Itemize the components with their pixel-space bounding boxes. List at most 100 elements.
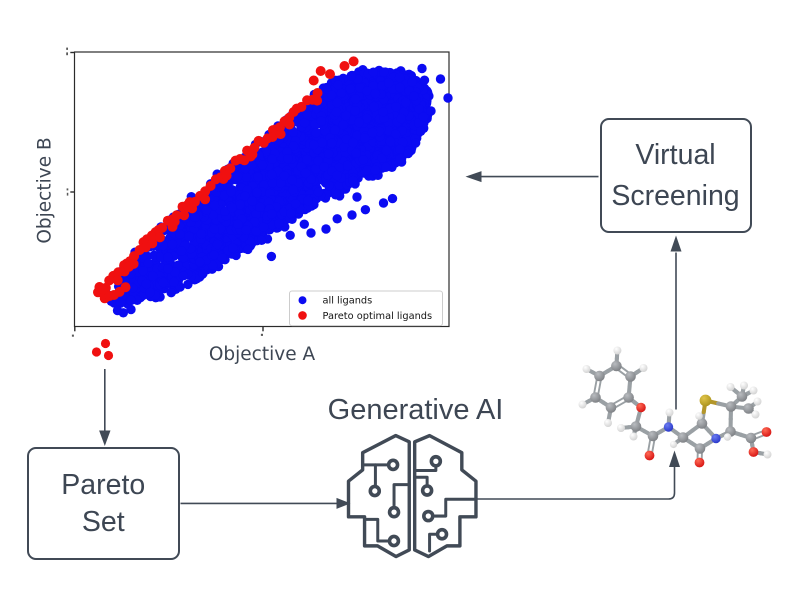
scatter-point-all (235, 199, 245, 210)
pareto-set-label: Pareto Set (61, 469, 146, 538)
brain-circuit-traces (362, 463, 478, 553)
scatter-point-all (354, 117, 364, 128)
scatter-points (93, 56, 453, 318)
scatter-point-all (158, 240, 168, 251)
pareto-set-node[interactable]: Pareto Set (26, 447, 180, 560)
scatter-point-all (360, 205, 371, 215)
scatter-point-all (201, 205, 212, 215)
scatter-point-all (323, 149, 334, 159)
atom-C (696, 418, 708, 429)
atom-O (694, 457, 705, 468)
scatter-point-all (115, 298, 126, 308)
brain-left-hemisphere (346, 433, 411, 559)
scatter-point-pareto (187, 203, 198, 214)
brain-circuit-nodes (368, 454, 449, 548)
scatter-point-all (403, 148, 413, 159)
scatter-point-all (418, 112, 429, 122)
atom-C (725, 401, 737, 412)
scatter-point-all (384, 78, 394, 88)
scatter-point-all (381, 145, 392, 156)
scatter-point-all (267, 209, 277, 219)
atom-C (623, 392, 634, 403)
scatter-point-all (332, 170, 342, 181)
scatter-point-all (332, 97, 342, 108)
atom-O (644, 450, 655, 461)
scatter-point-all (378, 198, 389, 208)
scatter-point-all (394, 72, 405, 83)
scatter-point-all (138, 266, 148, 276)
scatter-point-all (334, 180, 345, 190)
arrow-head (670, 235, 682, 252)
scatter-point-pareto (325, 69, 335, 80)
atom-C (677, 432, 689, 443)
scatter-point-all (148, 271, 158, 281)
scatter-point-all (387, 193, 398, 204)
scatter-point-all (327, 138, 337, 148)
scatter-point-all (306, 228, 316, 238)
scatter-point-all (339, 142, 350, 152)
scatter-point-all (163, 264, 173, 274)
scatter-point-all (267, 169, 277, 180)
atom-H (613, 346, 622, 355)
scatter-point-all (345, 84, 356, 94)
scatter-point-all (156, 252, 166, 262)
legend-marker-pareto-ligands (298, 311, 307, 320)
scatter-point-all (324, 180, 334, 191)
scatter-point-all (173, 260, 183, 270)
molecule-atoms (578, 346, 772, 468)
scatter-point-all (143, 258, 154, 268)
scatter-point-pareto (339, 61, 350, 71)
scatter-point-pareto (157, 222, 168, 233)
scatter-point-all (256, 235, 267, 245)
scatter-point-all (167, 239, 178, 250)
scatter-point-all (228, 243, 238, 253)
scatter-point-all (288, 127, 298, 137)
scatter-point-all (350, 106, 360, 116)
scatter-point-all (163, 252, 173, 262)
scatter-point-all (419, 75, 430, 85)
scatter-point-all (336, 88, 347, 99)
plot-legend: all ligands Pareto optimal ligands (289, 290, 443, 327)
scatter-point-all (368, 81, 379, 91)
scatter-point-all (355, 83, 365, 93)
scatter-point-all (360, 133, 370, 143)
scatter-point-all (426, 106, 436, 116)
scatter-point-all (321, 84, 332, 94)
atom-H (669, 440, 678, 449)
atom-C (611, 360, 622, 372)
scatter-point-all (170, 267, 180, 277)
atom-S (699, 394, 712, 407)
scatter-point-all (207, 260, 218, 270)
virtual-screening-node[interactable]: Virtual Screening (599, 118, 752, 233)
arrow-head (336, 497, 351, 509)
scatter-plot: all ligands Pareto optimal ligands Objec… (35, 47, 453, 365)
scatter-point-all (311, 128, 321, 138)
scatter-point-all (368, 67, 378, 77)
scatter-point-all (350, 94, 361, 104)
scatter-point-pareto (154, 232, 165, 243)
scatter-point-all (209, 250, 219, 260)
scatter-point-all (279, 171, 290, 181)
scatter-point-all (145, 287, 155, 298)
scatter-point-all (342, 160, 353, 171)
scatter-point-all (227, 202, 237, 213)
scatter-point-all (178, 271, 189, 281)
scatter-point-all (417, 63, 427, 74)
atom-C (647, 430, 659, 442)
scatter-point-all (313, 187, 324, 197)
scatter-point-all (383, 125, 394, 136)
scatter-point-all (196, 229, 206, 239)
scatter-point-all (126, 304, 136, 315)
scatter-point-all (282, 147, 292, 157)
scatter-point-all (253, 172, 263, 182)
atom-H (639, 364, 648, 372)
scatter-point-all (166, 288, 176, 298)
scatter-point-all (391, 102, 401, 112)
atom-H (749, 386, 758, 395)
scatter-point-all (379, 67, 389, 77)
scatter-point-all (414, 104, 424, 114)
scatter-point-all (319, 162, 329, 172)
scatter-point-all (158, 277, 169, 288)
scatter-point-all (401, 97, 411, 108)
